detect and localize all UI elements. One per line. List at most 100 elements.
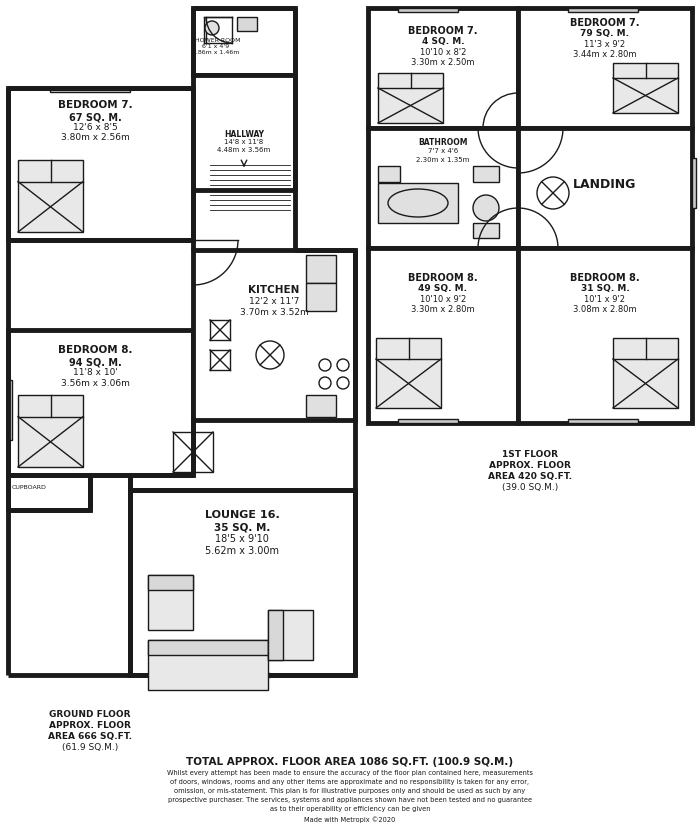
- Text: 10'10 x 9'2: 10'10 x 9'2: [420, 295, 466, 304]
- Circle shape: [205, 21, 219, 35]
- Text: AREA 420 SQ.FT.: AREA 420 SQ.FT.: [488, 472, 572, 481]
- Bar: [148, 575, 193, 590]
- Text: BEDROOM 8.: BEDROOM 8.: [57, 345, 132, 355]
- Bar: [237, 17, 257, 31]
- Text: 3.30m x 2.50m: 3.30m x 2.50m: [412, 58, 475, 67]
- Bar: [50, 88, 130, 92]
- Text: HALLWAY: HALLWAY: [224, 130, 264, 139]
- Text: 12'2 x 11'7: 12'2 x 11'7: [248, 297, 299, 306]
- Text: 11'8 x 10': 11'8 x 10': [73, 368, 118, 377]
- Text: 10'1 x 9'2: 10'1 x 9'2: [584, 295, 626, 304]
- Bar: [398, 8, 458, 12]
- Text: 4 SQ. M.: 4 SQ. M.: [421, 37, 464, 46]
- Text: BEDROOM 7.: BEDROOM 7.: [57, 100, 132, 110]
- Text: AREA 666 SQ.FT.: AREA 666 SQ.FT.: [48, 732, 132, 741]
- Bar: [8, 88, 193, 240]
- Text: 3.44m x 2.80m: 3.44m x 2.80m: [573, 50, 637, 59]
- Text: 11'3 x 9'2: 11'3 x 9'2: [584, 40, 626, 49]
- Text: of doors, windows, rooms and any other items are approximate and no responsibili: of doors, windows, rooms and any other i…: [171, 779, 529, 785]
- Bar: [568, 419, 638, 423]
- Bar: [148, 640, 268, 690]
- Text: 3.80m x 2.56m: 3.80m x 2.56m: [61, 133, 130, 142]
- Text: 49 SQ. M.: 49 SQ. M.: [419, 284, 468, 293]
- Text: BEDROOM 8.: BEDROOM 8.: [570, 273, 640, 283]
- Text: 5.62m x 3.00m: 5.62m x 3.00m: [205, 546, 279, 556]
- Text: (39.0 SQ.M.): (39.0 SQ.M.): [502, 483, 558, 492]
- Text: 6'1 x 4'9: 6'1 x 4'9: [202, 44, 230, 49]
- Bar: [376, 338, 441, 408]
- Text: 4.48m x 3.56m: 4.48m x 3.56m: [218, 147, 271, 153]
- Bar: [378, 73, 443, 123]
- Bar: [306, 255, 336, 283]
- Text: KITCHEN: KITCHEN: [248, 285, 300, 295]
- Bar: [268, 610, 283, 660]
- Text: APPROX. FLOOR: APPROX. FLOOR: [489, 461, 571, 470]
- Bar: [130, 490, 355, 675]
- Bar: [148, 575, 193, 630]
- Text: Whilst every attempt has been made to ensure the accuracy of the floor plan cont: Whilst every attempt has been made to en…: [167, 770, 533, 776]
- Bar: [473, 223, 499, 238]
- Text: 94 SQ. M.: 94 SQ. M.: [69, 357, 121, 367]
- Text: GROUND FLOOR: GROUND FLOOR: [49, 710, 131, 719]
- Text: 1ST FLOOR: 1ST FLOOR: [502, 450, 558, 459]
- Text: CUPBOARD: CUPBOARD: [12, 485, 47, 490]
- Text: as to their operability or efficiency can be given: as to their operability or efficiency ca…: [270, 806, 430, 812]
- Bar: [368, 248, 518, 423]
- Text: LOUNGE 16.: LOUNGE 16.: [204, 510, 279, 520]
- Bar: [190, 673, 270, 677]
- Text: omission, or mis-statement. This plan is for illustrative purposes only and shou: omission, or mis-statement. This plan is…: [174, 788, 526, 794]
- Text: 2.30m x 1.35m: 2.30m x 1.35m: [416, 157, 470, 163]
- Bar: [268, 610, 313, 660]
- Bar: [518, 128, 692, 248]
- Bar: [518, 8, 692, 128]
- Bar: [306, 395, 336, 417]
- Text: 3.30m x 2.80m: 3.30m x 2.80m: [411, 305, 475, 314]
- Text: 14'8 x 11'8: 14'8 x 11'8: [225, 139, 264, 145]
- Text: BATHROOM: BATHROOM: [419, 138, 468, 147]
- Bar: [378, 183, 458, 223]
- Text: 3.56m x 3.06m: 3.56m x 3.06m: [61, 379, 130, 388]
- Text: 3.70m x 3.52m: 3.70m x 3.52m: [239, 308, 309, 317]
- Text: (61.9 SQ.M.): (61.9 SQ.M.): [62, 743, 118, 752]
- Text: 67 SQ. M.: 67 SQ. M.: [69, 112, 121, 122]
- Text: 10'10 x 8'2: 10'10 x 8'2: [420, 48, 466, 57]
- Text: 3.08m x 2.80m: 3.08m x 2.80m: [573, 305, 637, 314]
- Text: BEDROOM 7.: BEDROOM 7.: [570, 18, 640, 28]
- Text: BEDROOM 7.: BEDROOM 7.: [408, 26, 477, 36]
- Text: 1.86m x 1.46m: 1.86m x 1.46m: [193, 50, 239, 55]
- Text: 31 SQ. M.: 31 SQ. M.: [580, 284, 629, 293]
- Text: 79 SQ. M.: 79 SQ. M.: [580, 29, 629, 38]
- Bar: [8, 475, 90, 510]
- Bar: [368, 128, 518, 248]
- Bar: [613, 63, 678, 113]
- Bar: [193, 75, 295, 190]
- Bar: [8, 330, 193, 475]
- Text: 35 SQ. M.: 35 SQ. M.: [214, 522, 270, 532]
- Text: prospective purchaser. The services, systems and appliances shown have not been : prospective purchaser. The services, sys…: [168, 797, 532, 803]
- Bar: [568, 8, 638, 12]
- Bar: [613, 338, 678, 408]
- Bar: [306, 283, 336, 311]
- Circle shape: [473, 195, 499, 221]
- Text: BEDROOM 8.: BEDROOM 8.: [408, 273, 478, 283]
- Bar: [18, 160, 83, 232]
- Text: TOTAL APPROX. FLOOR AREA 1086 SQ.FT. (100.9 SQ.M.): TOTAL APPROX. FLOOR AREA 1086 SQ.FT. (10…: [186, 757, 514, 767]
- Text: APPROX. FLOOR: APPROX. FLOOR: [49, 721, 131, 730]
- Bar: [193, 8, 295, 75]
- Bar: [518, 248, 692, 423]
- Text: LANDING: LANDING: [573, 178, 637, 191]
- Bar: [692, 158, 696, 208]
- Text: 18'5 x 9'10: 18'5 x 9'10: [215, 534, 269, 544]
- Text: 12'6 x 8'5: 12'6 x 8'5: [73, 123, 118, 132]
- Bar: [398, 419, 458, 423]
- Bar: [378, 166, 400, 182]
- Bar: [173, 432, 213, 472]
- Bar: [193, 250, 355, 420]
- Bar: [368, 8, 518, 128]
- Text: SHOWER ROOM: SHOWER ROOM: [191, 38, 241, 43]
- Bar: [148, 640, 268, 655]
- Bar: [8, 380, 12, 440]
- Text: 7'7 x 4'6: 7'7 x 4'6: [428, 148, 458, 154]
- Bar: [473, 166, 499, 182]
- Text: Made with Metropix ©2020: Made with Metropix ©2020: [304, 816, 395, 823]
